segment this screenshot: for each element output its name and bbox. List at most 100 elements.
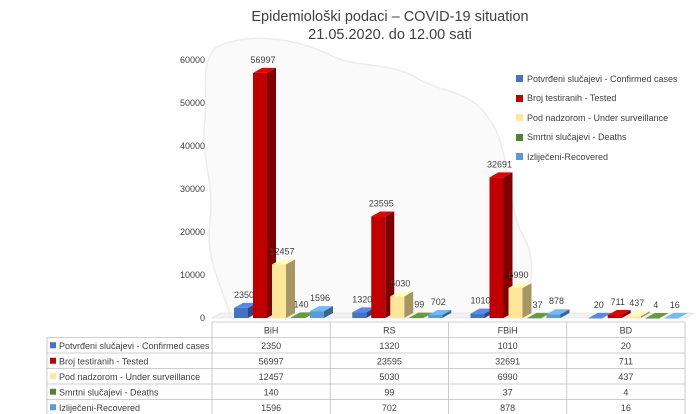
data-label: 2350 (234, 290, 254, 300)
y-tick-label: 10000 (180, 270, 205, 280)
data-label: 1010 (470, 296, 490, 306)
bar-top (607, 309, 631, 315)
bar-top (645, 312, 669, 318)
legend-item: Izliječeni-Recovered (516, 147, 678, 167)
legend-item: Pod nadzorom - Under surveillance (516, 108, 678, 128)
category-label: BD (620, 326, 633, 336)
bar-side (503, 172, 513, 318)
legend-swatch (516, 94, 523, 102)
data-label: 4 (653, 300, 658, 310)
bar (253, 72, 267, 318)
table-cell: 6990 (498, 372, 518, 382)
table-cell: 702 (382, 403, 397, 413)
table-cell: 5030 (379, 372, 399, 382)
table-cell: 20 (621, 341, 631, 351)
bar-side (385, 211, 395, 318)
table-cell: 1596 (261, 403, 281, 413)
table-row-label: Pod nadzorom - Under surveillance (59, 372, 200, 382)
bar (272, 264, 286, 318)
bar-top (310, 306, 333, 312)
data-label: 16 (670, 300, 680, 310)
bar (310, 311, 324, 318)
table-cell: 2350 (261, 341, 281, 351)
chart-title-line-1: Epidemiološki podaci – COVID-19 situatio… (251, 9, 529, 25)
bar (352, 312, 367, 318)
category-label: RS (383, 326, 396, 336)
table-row-swatch (50, 373, 56, 380)
bar-top (272, 259, 295, 265)
bar-side (423, 312, 433, 318)
table-cell: 437 (618, 372, 633, 382)
bar (645, 317, 660, 319)
data-label: 23595 (369, 199, 394, 209)
data-label: 6990 (508, 270, 528, 280)
table-cell: 23595 (377, 357, 402, 367)
bar-top (470, 308, 494, 314)
table-cell: 878 (500, 403, 515, 413)
data-label: 711 (611, 297, 625, 307)
bar (607, 314, 622, 318)
bar-side (442, 309, 452, 318)
table-cell: 32691 (495, 357, 520, 367)
bar-top (546, 309, 570, 315)
legend-label: Broj testiranih - Tested (527, 93, 617, 104)
y-tick-label: 30000 (180, 184, 205, 194)
bar-side (522, 282, 532, 318)
legend-label: Pod nadzorom - Under surveillance (527, 112, 669, 123)
bar-side (324, 306, 333, 318)
bar-side (267, 67, 276, 318)
data-label: 20 (594, 300, 604, 310)
table-cell: 37 (503, 388, 513, 398)
table-cell: 12457 (259, 372, 284, 382)
data-label: 99 (414, 300, 424, 310)
bar-top (489, 172, 513, 178)
table-cell: 711 (619, 357, 633, 367)
bar (470, 313, 485, 318)
legend-swatch (516, 75, 523, 83)
y-tick-label: 40000 (180, 141, 205, 151)
data-label: 1596 (310, 293, 330, 303)
legend-swatch (516, 133, 523, 141)
y-tick-label: 0 (200, 313, 205, 323)
bar-side (678, 312, 688, 318)
table-cell: 140 (264, 388, 279, 398)
map-outline (203, 37, 533, 316)
table-cell: 16 (621, 403, 631, 413)
y-tick-label: 60000 (180, 55, 205, 65)
table-row-label: Broj testiranih - Tested (59, 357, 148, 367)
bar-top (664, 312, 688, 318)
bar-top (409, 312, 433, 318)
bar-top (527, 312, 551, 318)
bar-side (560, 309, 570, 318)
table-row-swatch (50, 388, 56, 395)
legend-swatch (516, 114, 523, 122)
y-tick-label: 20000 (180, 227, 205, 237)
data-label: 5030 (390, 278, 410, 288)
table-cell: 56997 (259, 357, 284, 367)
bar (371, 216, 386, 318)
y-tick-label: 50000 (180, 98, 205, 108)
table-cell: 99 (384, 388, 394, 398)
data-label: 437 (629, 298, 644, 308)
bar-side (286, 259, 295, 318)
data-label: 32691 (487, 159, 512, 169)
table-row-swatch (50, 357, 56, 364)
bar (626, 316, 641, 318)
bar-top (291, 312, 314, 318)
chart-title-line-2: 21.05.2020. do 12.00 sati (308, 27, 472, 43)
bar (234, 307, 248, 318)
legend-item: Broj testiranih - Tested (516, 89, 678, 109)
table-row-label: Potvrđeni slučajevi - Confirmed cases (59, 341, 210, 351)
bar-top (428, 309, 452, 315)
legend-label: Smrtni slučajevi - Deaths (527, 132, 627, 143)
table-cell: 1320 (379, 341, 399, 351)
table-row-swatch (50, 404, 56, 411)
table-row-label: Izliječeni-Recovered (59, 403, 140, 413)
bar-top (588, 312, 612, 318)
data-label: 140 (293, 299, 308, 309)
table-cell: 1010 (498, 341, 518, 351)
table-row-swatch (50, 342, 56, 349)
legend-item: Smrtni slučajevi - Deaths (516, 128, 678, 148)
bar-side (404, 291, 414, 318)
